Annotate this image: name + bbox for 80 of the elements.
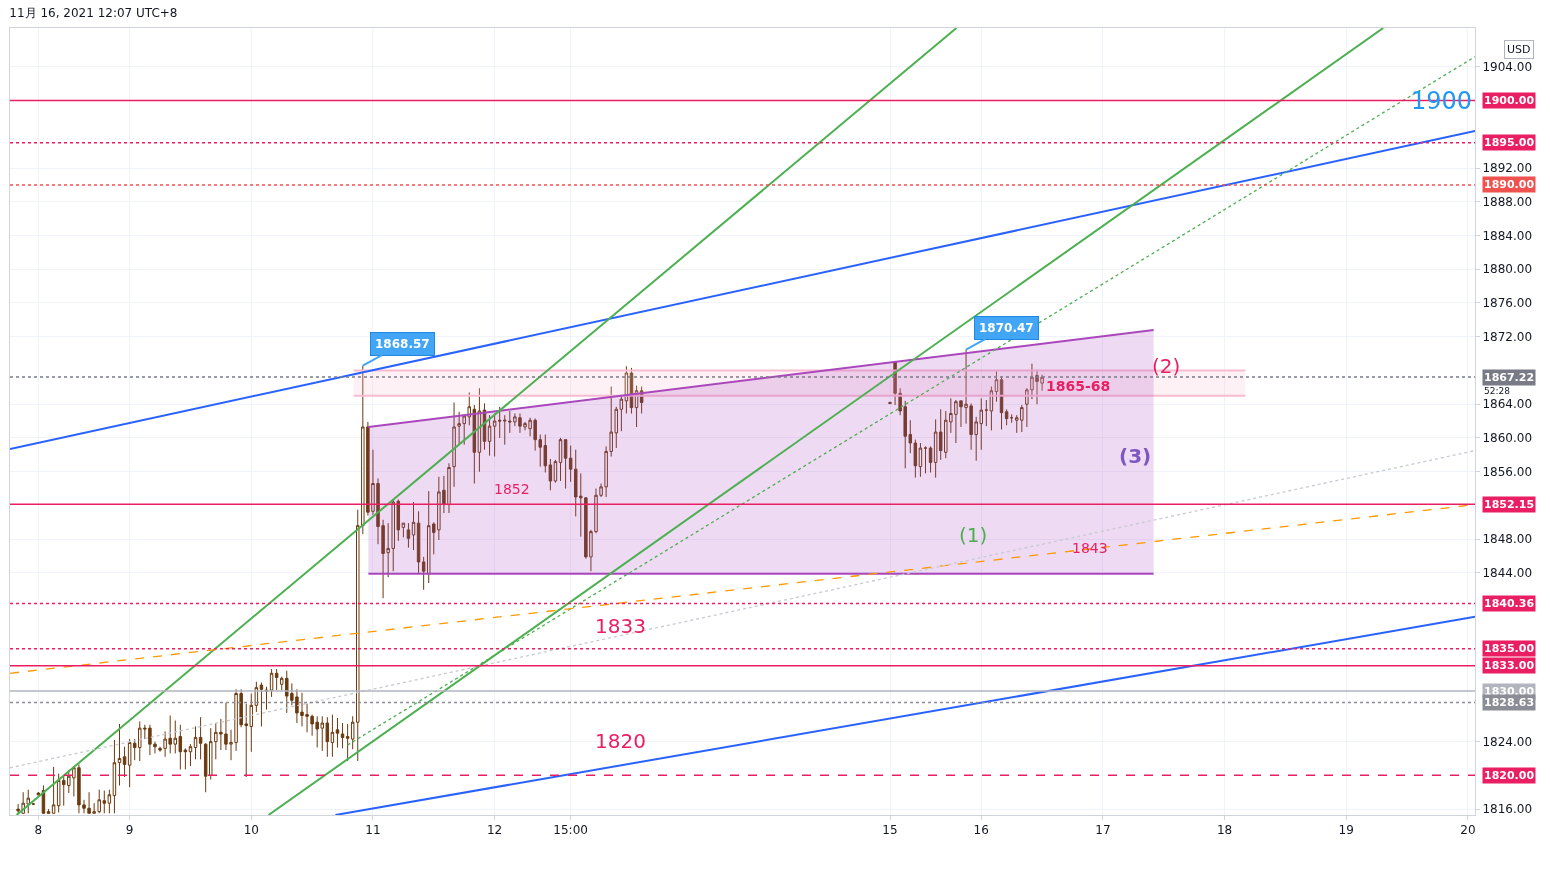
annotation: 1843 — [1072, 540, 1108, 556]
candlestick — [330, 714, 335, 758]
y-tick-label: 1892.00 — [1482, 161, 1533, 176]
annotation: 1852 — [494, 481, 530, 497]
annotation: (3) — [1119, 444, 1152, 468]
candlestick — [984, 399, 989, 427]
y-tick-label: 1904.00 — [1482, 60, 1533, 74]
ref-line-label: 1828.63 — [1484, 696, 1535, 709]
x-tick-label: 10 — [243, 823, 259, 838]
candlestick — [888, 401, 892, 405]
candlestick — [918, 442, 923, 478]
candlestick — [117, 723, 122, 786]
candlestick — [112, 739, 117, 814]
annotation: (1) — [959, 523, 988, 547]
y-tick-label: 1864.00 — [1482, 397, 1533, 412]
candlestick — [416, 510, 421, 574]
candlestick — [274, 668, 279, 691]
x-tick-label: 8 — [34, 823, 43, 838]
x-tick-label: 17 — [1095, 823, 1111, 838]
text: USD — [1507, 43, 1531, 56]
candlestick — [264, 686, 269, 711]
candlestick — [193, 725, 198, 760]
candlestick — [994, 370, 999, 403]
ref-line-label: 1900.00 — [1484, 94, 1535, 107]
y-tick-label: 1848.00 — [1482, 532, 1533, 547]
annotation: 1833 — [595, 614, 646, 638]
annotation: (2) — [1152, 354, 1181, 378]
ref-line-label: 1830.00 — [1484, 685, 1535, 698]
candlestick — [51, 766, 56, 814]
ref-line-label: 1852.15 — [1484, 498, 1535, 511]
annotation: 1868.57 — [375, 337, 430, 351]
annotation: 1870.47 — [979, 321, 1034, 335]
x-tick-label: 9 — [125, 823, 134, 838]
y-tick-label: 1876.00 — [1482, 296, 1533, 311]
y-tick-label: 1856.00 — [1482, 464, 1533, 479]
candlestick — [487, 414, 492, 457]
candlestick — [122, 746, 127, 778]
ref-line-label: 1867.22 — [1484, 371, 1535, 384]
y-tick-label: 1888.00 — [1482, 194, 1533, 209]
y-tick-label: 1860.00 — [1482, 431, 1533, 446]
candlestick — [46, 808, 51, 814]
candlestick — [188, 743, 193, 767]
annotation: 1820 — [595, 729, 646, 753]
x-tick-label: 15:00 — [553, 823, 588, 838]
ref-line-label: 1840.36 — [1484, 597, 1535, 610]
candlestick — [183, 747, 188, 770]
candlestick — [477, 387, 482, 473]
chart-title: 11月 16, 2021 12:07 UTC+8 — [9, 6, 178, 21]
candlestick — [558, 437, 563, 482]
candlestick — [335, 717, 340, 749]
text: 52:28 — [1484, 386, 1511, 396]
y-tick-label: 1880.00 — [1482, 262, 1533, 277]
x-tick-label: 18 — [1216, 823, 1233, 838]
ref-line-label: 1820.00 — [1484, 769, 1535, 782]
y-tick-label: 1884.00 — [1482, 228, 1533, 243]
candlestick — [928, 445, 933, 474]
candlestick — [259, 682, 264, 727]
candlestick — [923, 445, 928, 474]
y-tick-label: 1844.00 — [1482, 566, 1533, 581]
y-tick-label: 1872.00 — [1482, 329, 1533, 344]
candlestick — [406, 522, 411, 549]
annotation: 1865-68 — [1046, 378, 1111, 394]
x-tick-label: 19 — [1338, 823, 1354, 838]
candlestick — [1004, 408, 1009, 426]
y-tick-label: 1824.00 — [1482, 734, 1533, 749]
x-tick-label: 16 — [973, 823, 989, 838]
candlestick — [198, 716, 203, 760]
y-tick-label: 1816.00 — [1482, 802, 1533, 817]
x-tick-label: 15 — [882, 823, 898, 838]
ref-line-label: 1835.00 — [1484, 642, 1535, 655]
candlestick — [340, 722, 345, 749]
x-tick-label: 11 — [365, 823, 381, 838]
ref-line-label: 1895.00 — [1484, 136, 1535, 149]
x-tick-label: 12 — [486, 823, 503, 838]
x-tick-label: 20 — [1460, 823, 1476, 838]
candlestick — [989, 385, 994, 431]
ref-line-label: 1890.00 — [1484, 178, 1535, 191]
candlestick — [563, 439, 568, 490]
candlestick — [411, 501, 416, 551]
ref-line-label: 1833.00 — [1484, 659, 1535, 672]
